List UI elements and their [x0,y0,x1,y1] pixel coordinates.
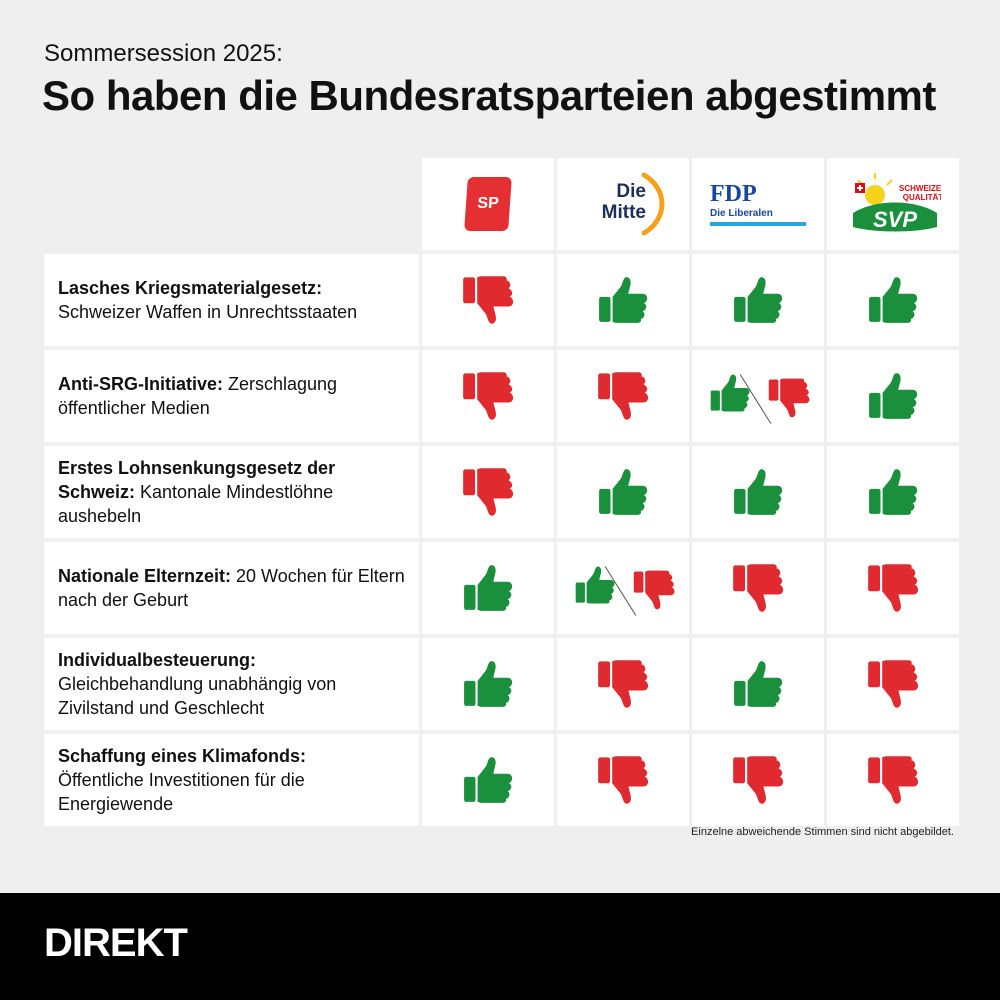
measure-title: Individualbesteuerung: [58,650,257,670]
svp-sub2: QUALITÄT [903,193,941,202]
measure-description: Schweizer Waffen in Unrechtsstaaten [58,302,358,322]
measure-label: Schaffung eines Klimafonds: Öffentliche I… [44,734,419,826]
footer-bar: DIREKT [0,893,1000,1000]
vote-fdp [692,638,824,730]
thumbs-down-icon [598,660,649,708]
table-row: Lasches Kriegsmaterialgesetz: Schweizer W… [44,254,959,346]
header-spacer [44,158,419,250]
vote-svp [827,350,959,442]
fdp-logo: FDP Die Liberalen [710,182,806,226]
thumbs-down-icon [633,570,675,610]
svp-logo: SCHWEIZER QUALITÄT SVP [853,173,941,232]
thumbs-up-icon [734,469,783,515]
vote-mitte [557,734,689,826]
thumbs-up-icon [599,469,648,515]
brand-logo: DIREKT [44,921,188,965]
vote-svp [827,734,959,826]
footnote: Einzelne abweichende Stimmen sind nicht … [691,826,954,838]
thumbs-down-icon [868,660,919,708]
thumbs-up-icon [575,566,615,604]
vote-svp [827,446,959,538]
split-vote [703,366,813,426]
measure-title: Anti-SRG-Initiative: [58,374,223,394]
vote-sp [422,350,554,442]
svp-text: SVP [873,207,917,232]
thumbs-down-icon [463,276,514,324]
thumbs-down-icon [733,756,784,804]
thumbs-up-icon [464,661,513,707]
vote-fdp [692,350,824,442]
thumbs-up-icon [464,565,513,611]
thumbs-down-icon [463,468,514,516]
measure-description: Gleichbehandlung unabhängig von Zivilsta… [58,674,337,718]
vote-svp [827,638,959,730]
vote-mitte [557,350,689,442]
table-row: Erstes Lohnsenkungsgesetz der Schweiz: K… [44,446,959,538]
vote-svp [827,254,959,346]
measure-title: Erstes Lohnsenkungsgesetz der Schweiz: [58,458,336,502]
thumbs-down-icon [598,372,649,420]
vote-fdp [692,734,824,826]
thumbs-down-icon [598,756,649,804]
page-title: So haben die Bundesratsparteien abgestim… [42,72,936,119]
table-row: Schaffung eines Klimafonds: Öffentliche I… [44,734,959,826]
measure-label: Individualbesteuerung: Gleichbehandlung u… [44,638,419,730]
thumbs-up-icon [734,277,783,323]
measure-description: Zerschlagung öffentlicher Medien [58,374,338,418]
vote-sp [422,638,554,730]
vote-mitte [557,638,689,730]
thumbs-down-icon [868,756,919,804]
sp-logo: SP [464,177,512,231]
vote-fdp [692,446,824,538]
vote-fdp [692,254,824,346]
svp-sub1: SCHWEIZER [899,184,941,193]
vote-sp [422,446,554,538]
table-row: Nationale Elternzeit: 20 Wochen für Elte… [44,542,959,634]
vote-svp [827,542,959,634]
measure-title: Lasches Kriegsmaterialgesetz: [58,278,323,298]
vote-sp [422,542,554,634]
measure-description: 20 Wochen für Eltern nach der Geburt [58,566,405,610]
thumbs-down-icon [463,372,514,420]
party-header-mitte: Die Mitte [557,158,689,250]
vote-sp [422,734,554,826]
measure-description: Kantonale Mindestlöhne aushebeln [58,482,334,526]
vote-mitte [557,542,689,634]
measure-title: Nationale Elternzeit: [58,566,232,586]
thumbs-up-icon [869,469,918,515]
thumbs-down-icon [868,564,919,612]
vote-mitte [557,254,689,346]
subtitle: Sommersession 2025: [44,40,283,67]
vote-sp [422,254,554,346]
thumbs-down-icon [768,378,810,418]
vote-table: SP Die Mitte FDP Die Liberalen [44,158,959,830]
measure-label: Nationale Elternzeit: 20 Wochen für Elte… [44,542,419,634]
thumbs-up-icon [869,277,918,323]
thumbs-up-icon [599,277,648,323]
party-header-row: SP Die Mitte FDP Die Liberalen [44,158,959,250]
measure-label: Erstes Lohnsenkungsgesetz der Schweiz: K… [44,446,419,538]
thumbs-down-icon [733,564,784,612]
party-header-fdp: FDP Die Liberalen [692,158,824,250]
vote-fdp [692,542,824,634]
measure-label: Lasches Kriegsmaterialgesetz: Schweizer W… [44,254,419,346]
party-header-svp: SCHWEIZER QUALITÄT SVP [827,158,959,250]
table-row: Anti-SRG-Initiative: Zerschlagung öffent… [44,350,959,442]
split-vote [568,558,678,618]
thumbs-up-icon [464,757,513,803]
measure-title: Schaffung eines Klimafonds: [58,746,307,766]
mitte-logo: Die Mitte [578,169,668,239]
thumbs-up-icon [869,373,918,419]
thumbs-up-icon [710,374,750,412]
vote-mitte [557,446,689,538]
measure-description: Öffentliche Investitionen für die Energi… [58,770,305,814]
table-row: Individualbesteuerung: Gleichbehandlung u… [44,638,959,730]
thumbs-up-icon [734,661,783,707]
party-header-sp: SP [422,158,554,250]
measure-label: Anti-SRG-Initiative: Zerschlagung öffent… [44,350,419,442]
